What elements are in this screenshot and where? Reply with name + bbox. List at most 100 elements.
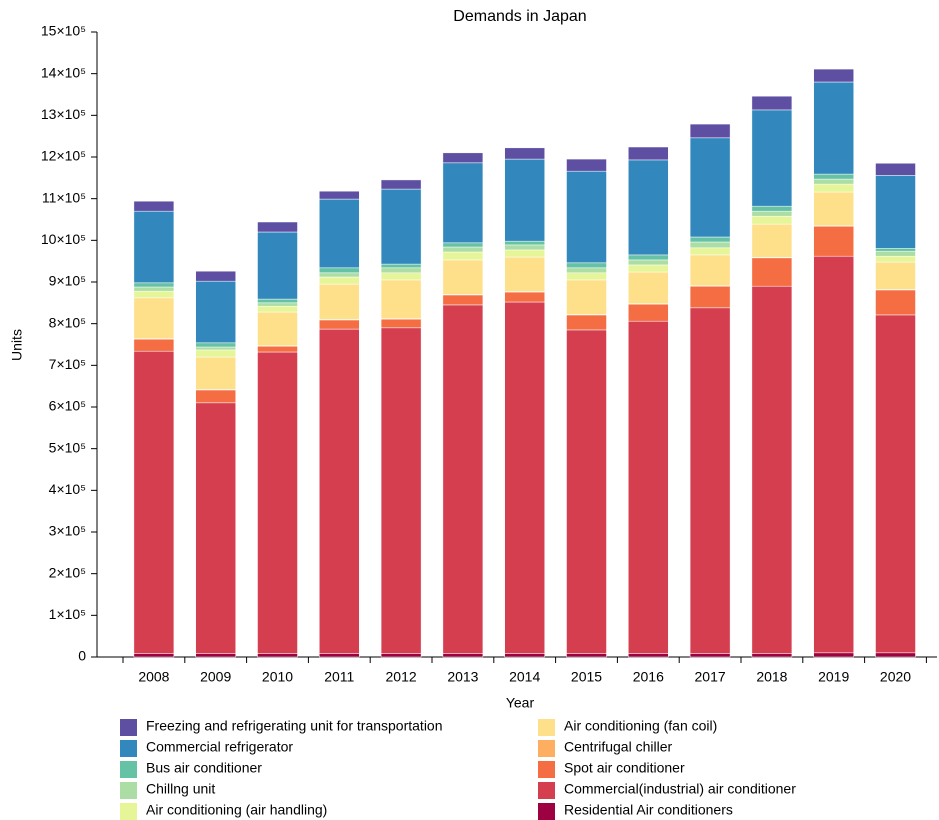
legend-label: Air conditioning (fan coil) [564,718,717,734]
legend-swatch [538,782,555,799]
legend-label: Spot air conditioner [564,760,685,776]
bar-segment [751,223,793,258]
bar-segment [442,294,484,306]
bar-segment [133,338,175,352]
bar-segment [875,261,916,290]
y-tick-label: 0 [78,648,86,664]
bar-segment [751,257,793,287]
bar-segment [195,342,236,348]
bar-segment [257,351,298,654]
x-tick-label: 2014 [509,669,540,685]
bar-segment [319,190,360,200]
y-tick-label: 14×10⁵ [41,64,86,80]
legend-swatch [120,803,137,820]
y-tick-label: 4×10⁵ [49,481,86,497]
legend-label: Centrifugal chiller [564,739,672,755]
bar-segment [813,255,854,654]
bar-segment [380,327,422,654]
bar-segment [133,282,175,288]
x-axis-label: Year [506,695,535,711]
bar-segment [380,263,422,269]
bar-segment [875,289,916,316]
bar-segment [257,345,298,353]
bar-segment [813,183,854,193]
bar-segment [628,264,669,273]
x-tick-label: 2012 [386,669,417,685]
bar-segment [689,123,731,139]
bar-segment [875,314,916,654]
bar-segment [380,267,422,274]
bar-segment [442,653,484,658]
bar-segment [566,329,607,654]
bar-segment [380,318,422,329]
legend-swatch [538,719,555,736]
bar-segment [875,250,916,257]
bar-segment [504,240,545,246]
bar-segment [442,242,484,248]
bar-segment [689,137,731,238]
bar-segment [504,301,545,654]
bar-segment [689,247,731,256]
legend-swatch [120,761,137,778]
x-tick-label: 2010 [262,669,293,685]
bar-segment [566,653,607,658]
legend-swatch [538,740,555,757]
bar-segment [319,276,360,285]
bar-segment [566,314,607,331]
bar-segment [628,303,669,322]
bar-segment [689,285,731,309]
bar-segment [628,159,669,256]
legend-label: Residential Air conditioners [564,802,733,818]
y-tick-label: 15×10⁵ [41,23,86,39]
legend-swatch [538,803,555,820]
bar-segment [689,254,731,287]
bar-segment [133,297,175,339]
bar-segment [319,283,360,320]
bar-segment [133,286,175,292]
bar-segment [380,279,422,319]
bar-segment [689,236,731,243]
bar-segment [319,198,360,269]
bar-segment [628,254,669,261]
y-tick-label: 1×10⁵ [49,606,86,622]
bar-segment [751,109,793,207]
bar-segment [813,191,854,226]
y-tick-label: 11×10⁵ [42,189,86,205]
bar-segment [195,346,236,351]
bar-segment [689,307,731,654]
bar-segment [813,652,854,658]
bar-segment [319,653,360,658]
legend-swatch [120,782,137,799]
bar-segment [504,256,545,292]
bar-segment [813,68,854,83]
bar-segment [257,311,298,346]
bar-segment [504,244,545,251]
legend-label: Commercial(industrial) air conditioner [564,781,796,797]
bar-segment [813,178,854,185]
bar-segment [566,170,607,264]
legend-label: Chillng unit [146,781,215,797]
x-tick-label: 2015 [571,669,602,685]
bar-segment [195,389,236,404]
bar-segment [195,653,236,658]
bar-segment [751,95,793,111]
bar-segment [380,188,422,265]
bar-segment [566,272,607,281]
bar-segment [875,175,916,249]
x-tick-label: 2019 [818,669,849,685]
bar-segment [195,280,236,344]
bar-segment [195,270,236,282]
bar-segment [257,221,298,233]
bar-segment [442,259,484,295]
bar-segment [380,272,422,281]
y-tick-label: 3×10⁵ [49,523,86,539]
bar-segment [195,349,236,358]
bar-segment [133,290,175,299]
x-tick-label: 2008 [138,669,169,685]
bar-segment [628,653,669,658]
bar-segment [504,158,545,242]
legend-label: Air conditioning (air handling) [146,802,327,818]
x-tick-label: 2013 [447,669,478,685]
bar-segment [751,205,793,212]
